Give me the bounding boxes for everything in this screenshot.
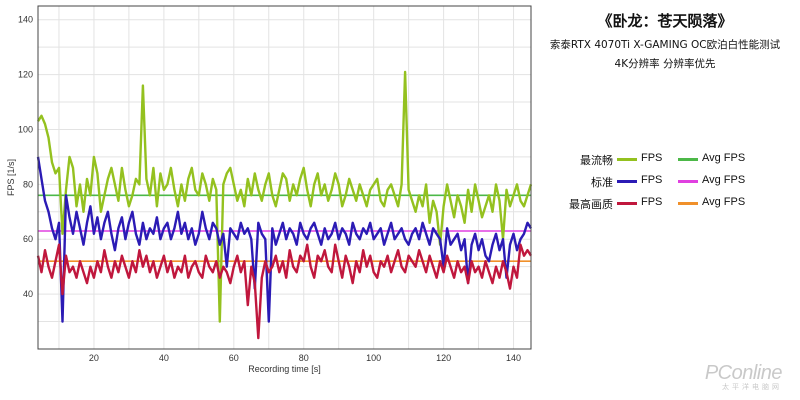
- y-axis-label: FPS [1/s]: [6, 159, 16, 196]
- x-axis-ticks: 20 40 60 80 100 120 140: [89, 353, 521, 363]
- legend-fps-label: FPS: [641, 174, 663, 186]
- legend-fps-label: FPS: [641, 196, 663, 208]
- y-tick-label: 60: [23, 234, 33, 244]
- legend-swatch-avg: [678, 158, 698, 161]
- legend-series-name: 最流畅: [580, 154, 613, 167]
- y-tick-label: 140: [18, 15, 33, 25]
- legend-swatch-fps: [617, 202, 637, 205]
- title-block: 《卧龙：苍天陨落》 索泰RTX 4070Ti X-GAMING OC欧泊白性能测…: [540, 8, 790, 71]
- legend-swatch-fps: [617, 158, 637, 161]
- legend-fps-label: FPS: [641, 152, 663, 164]
- legend-series-name: 标准: [591, 176, 613, 189]
- chart-subtitle: 索泰RTX 4070Ti X-GAMING OC欧泊白性能测试: [549, 39, 781, 51]
- legend-row: 最高画质 FPS Avg FPS: [548, 194, 793, 216]
- legend-row: 标准 FPS Avg FPS: [548, 172, 793, 194]
- y-tick-label: 100: [18, 124, 33, 134]
- y-tick-label: 120: [18, 70, 33, 80]
- chart-subtitle-resolution: 4K分辨率 分辨率优先: [614, 58, 716, 70]
- x-tick-label: 40: [159, 353, 169, 363]
- series-line: [36, 156, 533, 323]
- y-tick-label: 40: [23, 289, 33, 299]
- series-line: [36, 70, 533, 323]
- legend-row: 最流畅 FPS Avg FPS: [548, 150, 793, 172]
- y-tick-label: 80: [23, 179, 33, 189]
- plot-frame: [37, 5, 532, 350]
- watermark-brand: PConline: [704, 362, 783, 384]
- watermark-tagline: 太平洋电脑网: [722, 383, 782, 391]
- legend-swatch-fps: [617, 180, 637, 183]
- x-tick-label: 100: [366, 353, 381, 363]
- legend-swatch-avg: [678, 202, 698, 205]
- legend-series-name: 最高画质: [569, 198, 613, 211]
- chart-title: 《卧龙：苍天陨落》: [597, 12, 733, 30]
- series-line: [36, 243, 533, 340]
- legend-avg-label: Avg FPS: [702, 152, 746, 164]
- y-axis-ticks: 40 60 80 100 120 140: [18, 15, 33, 299]
- legend-avg-label: Avg FPS: [702, 196, 746, 208]
- x-tick-label: 60: [229, 353, 239, 363]
- x-tick-label: 80: [299, 353, 309, 363]
- x-tick-label: 20: [89, 353, 99, 363]
- x-tick-label: 140: [506, 353, 521, 363]
- legend-swatch-avg: [678, 180, 698, 183]
- series-lines: [36, 70, 533, 340]
- watermark: PConline 太平洋电脑网: [704, 362, 783, 392]
- x-axis-label: Recording time [s]: [248, 364, 321, 374]
- legend-avg-label: Avg FPS: [702, 174, 746, 186]
- x-tick-label: 120: [436, 353, 451, 363]
- legend: 最流畅 FPS Avg FPS 标准 FPS Avg FPS 最高画质 FPS …: [548, 150, 793, 216]
